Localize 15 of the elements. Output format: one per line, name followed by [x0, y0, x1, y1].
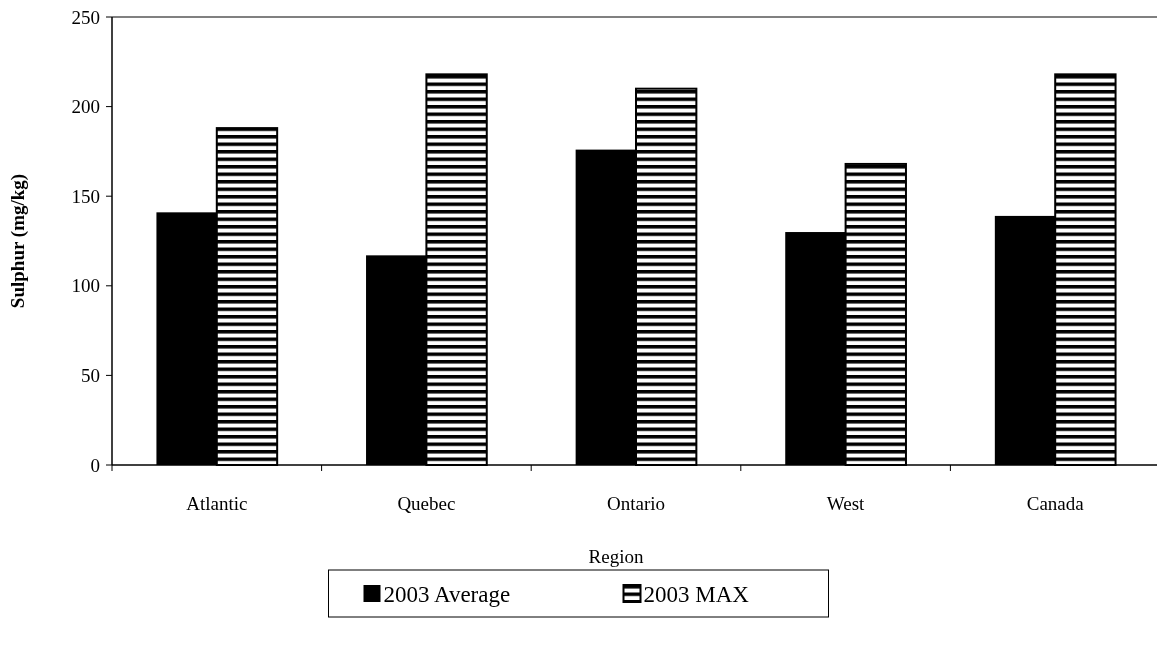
y-tick-label: 50: [81, 365, 100, 387]
x-tick-label: Ontario: [606, 493, 666, 514]
legend-label: 2003 MAX: [643, 582, 750, 608]
x-tick-label: Quebec: [397, 493, 456, 514]
y-axis-title: Sulphur (mg/kg): [7, 173, 29, 309]
y-tick-label: 150: [71, 185, 100, 207]
legend-label: 2003 Average: [383, 582, 511, 608]
y-tick-label: 100: [71, 275, 100, 297]
x-tick-label: West: [826, 493, 866, 514]
x-tick-label: Atlantic: [186, 493, 248, 514]
y-tick-label: 0: [90, 454, 100, 476]
x-axis-title: Region: [588, 546, 644, 567]
y-tick-label: 250: [71, 6, 100, 28]
x-tick-label: Canada: [1026, 493, 1085, 514]
y-tick-label: 200: [71, 96, 100, 118]
